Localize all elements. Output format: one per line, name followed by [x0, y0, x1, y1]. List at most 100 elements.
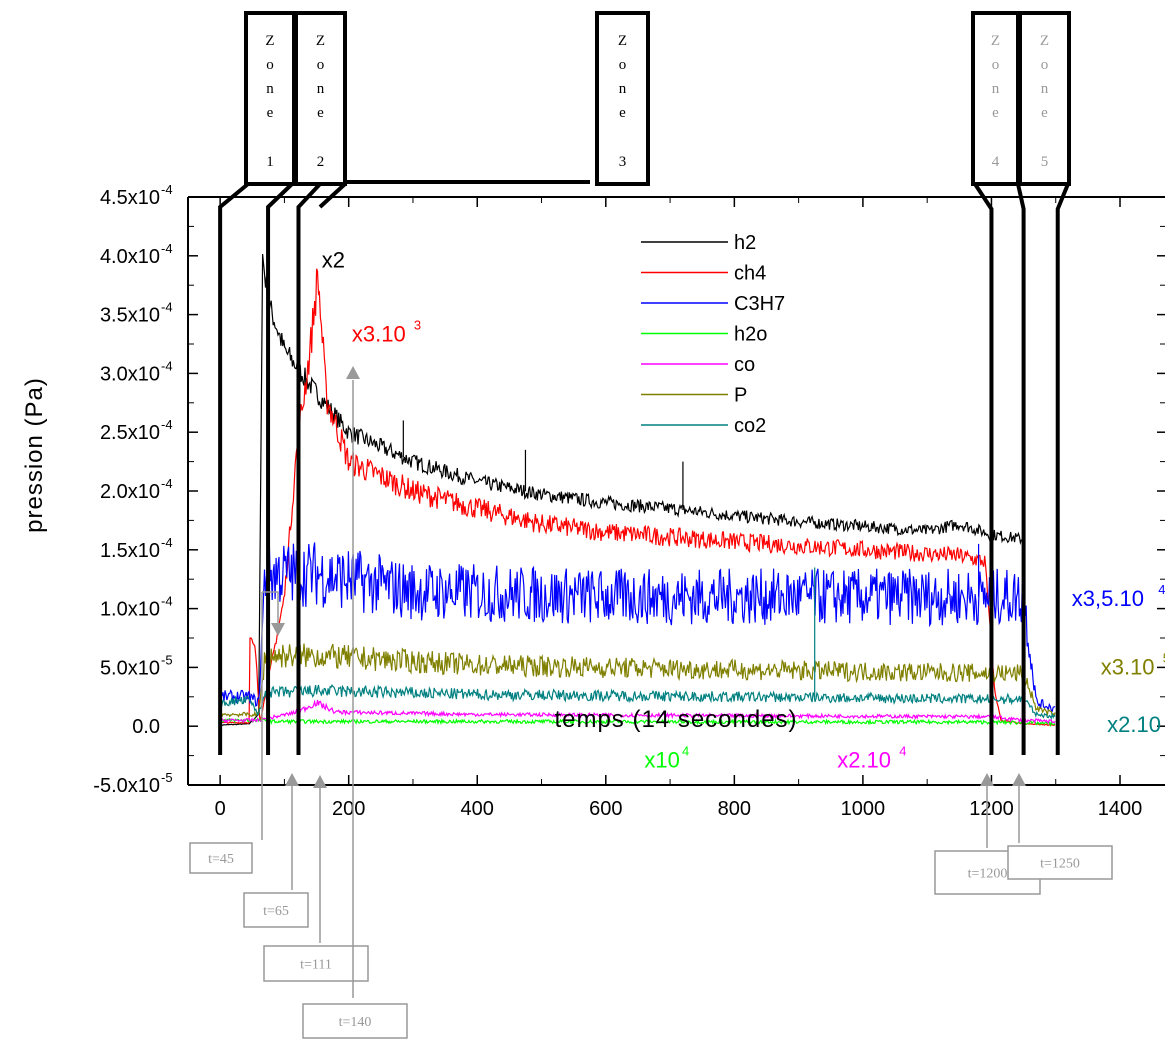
zone-letter: n [992, 81, 1000, 97]
y-tick-label-exponent: -4 [161, 300, 173, 315]
y-tick-label: 5.0x10 [100, 657, 160, 679]
time-marker-label: t=111 [300, 958, 332, 973]
zone-letter: Z [1040, 33, 1049, 49]
x-tick-label: 200 [332, 798, 365, 820]
y-tick-label-exponent: -4 [161, 476, 173, 491]
y-tick-label: 4.0x10 [100, 246, 160, 268]
time-marker-arrowhead [980, 773, 994, 786]
zone-letter: o [266, 57, 274, 73]
y-tick-label-exponent: -5 [161, 652, 173, 667]
time-marker-box [1007, 845, 1113, 880]
scale-annotation: x2 [322, 248, 345, 273]
time-marker-arrowhead [313, 775, 327, 788]
zone-letter: o [992, 57, 1000, 73]
y-tick-label-exponent: -4 [161, 241, 173, 256]
axis-ticks: 4.5x10 -44.0x10 -43.5x10 -43.0x10 -42.5x10 -4… [93, 182, 1165, 820]
scale-annotation: x10 [644, 747, 679, 772]
legend-label-co: co [734, 354, 755, 376]
time-markers: t=45 t=65 t=111 t=140 t=1200 t=1250 [189, 366, 1113, 1039]
x-tick-label: 1200 [969, 798, 1014, 820]
x-tick-label: 1400 [1098, 798, 1143, 820]
y-tick-label: 1.0x10 [100, 599, 160, 621]
time-marker-arrowhead [346, 366, 360, 379]
zone-box [1018, 11, 1071, 186]
y-tick-label: 4.5x10 [100, 187, 160, 209]
zone-letter: e [619, 105, 626, 121]
time-marker-label: t=1250 [1040, 857, 1080, 872]
series-line-co2 [219, 684, 1056, 721]
time-marker-arrowhead [285, 773, 299, 786]
series-line-c3h7 [219, 541, 1056, 713]
x-tick-label: 0 [215, 798, 226, 820]
scale-annotation: x3,5.10 [1072, 586, 1144, 611]
time-marker-leader [262, 591, 279, 632]
zone-divider [1055, 183, 1070, 755]
series-line-ch4 [219, 268, 1056, 727]
x-tick-label: 400 [461, 798, 494, 820]
zone-letter: e [992, 105, 999, 121]
legend-label-co2: co2 [734, 415, 766, 437]
x-tick-label: 600 [589, 798, 622, 820]
series-line-p [219, 643, 1056, 718]
zone-divider [1016, 183, 1026, 755]
zone-number: 1 [266, 154, 274, 170]
time-marker-label: t=1200 [968, 867, 1008, 882]
zone-letter: e [317, 105, 324, 121]
y-tick-label-exponent: -5 [161, 770, 173, 785]
zone-divider [266, 182, 294, 755]
x-tick-label: 1000 [841, 798, 886, 820]
series-line-h2o [219, 717, 1056, 728]
zone-number: 3 [619, 154, 627, 170]
scale-annotation: x3.10 [1101, 654, 1155, 679]
zone-letter: n [266, 81, 274, 97]
y-tick-label: 3.5x10 [100, 305, 160, 327]
legend-label-c3h7: C3H7 [734, 293, 785, 315]
y-tick-label: 0.0 [132, 716, 160, 738]
zone-letter: Z [991, 33, 1000, 49]
legend-label-p: P [734, 385, 747, 407]
zone-letter: o [317, 57, 325, 73]
series-line-co [219, 699, 1056, 725]
y-tick-label-exponent: -4 [161, 358, 173, 373]
y-tick-label: 2.0x10 [100, 481, 160, 503]
legend-label-h2: h2 [734, 232, 756, 254]
time-marker-box [189, 842, 253, 874]
time-marker-box [302, 1003, 408, 1039]
zone-number: 4 [992, 154, 1000, 170]
legend-label-ch4: ch4 [734, 263, 766, 285]
legend-label-h2o: h2o [734, 324, 767, 346]
scale-annotation-exponent: 3 [414, 318, 421, 333]
scale-annotation: x2.10 [1107, 712, 1161, 737]
zone-divider [318, 182, 347, 209]
series-lines [219, 254, 1056, 728]
zone-letter: Z [316, 33, 325, 49]
y-tick-label: 3.0x10 [100, 363, 160, 385]
zone-letter: o [1041, 57, 1049, 73]
y-tick-label-exponent: -4 [161, 182, 173, 197]
time-marker-label: t=140 [339, 1015, 372, 1030]
zone-divider [973, 182, 994, 755]
scale-annotation: x3.10 [352, 322, 406, 347]
x-axis-label: temps (14 secondes) [554, 706, 797, 733]
zone-letter: Z [265, 33, 274, 49]
zone-number: 5 [1041, 154, 1049, 170]
y-axis-label: pression (Pa) [21, 377, 48, 533]
plot-area [187, 196, 1165, 786]
zone-divider [296, 182, 322, 755]
zone-letter: n [317, 81, 325, 97]
series-line-h2 [219, 254, 1024, 726]
x-tick-label: 800 [718, 798, 751, 820]
zone-letter: Z [618, 33, 627, 49]
zone-letter: e [1041, 105, 1048, 121]
time-marker-box [243, 892, 309, 928]
time-marker-arrowhead [271, 623, 285, 636]
zone-letter: e [267, 105, 274, 121]
time-marker-box [263, 945, 369, 982]
zone-divider [218, 182, 250, 755]
zone-box [595, 11, 650, 186]
scale-annotation: x2.10 [837, 747, 891, 772]
